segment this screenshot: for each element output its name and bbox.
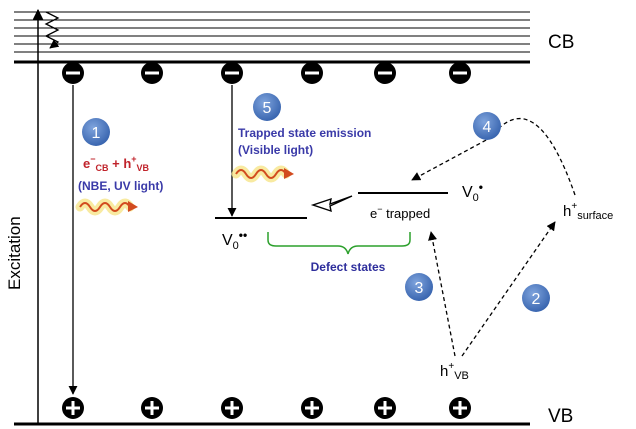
plus-circle-icon <box>301 397 323 419</box>
dashed-arrow-vb-to-trap <box>428 231 456 357</box>
h-vb-label: h+VB <box>440 361 469 382</box>
trapped-emission-line2: (Visible light) <box>238 143 313 157</box>
minus-circle-icon <box>449 62 471 84</box>
hollow-transfer-arrow <box>310 195 353 213</box>
plus-circle-icon <box>62 397 84 419</box>
conduction-band-lines <box>14 11 530 64</box>
step-badge-3: 3 <box>405 273 433 301</box>
svg-text:2: 2 <box>532 291 541 308</box>
vb-label: VB <box>548 406 573 427</box>
e-trapped-label: e− trapped <box>370 204 430 221</box>
excitation-label: Excitation <box>5 216 24 290</box>
minus-circle-icon <box>221 62 243 84</box>
plus-circle-icon <box>141 397 163 419</box>
vo-single-label: V0• <box>462 180 483 204</box>
step-badge-1: 1 <box>82 118 110 146</box>
step-badge-5: 5 <box>253 93 281 121</box>
trapped-emission-line1: Trapped state emission <box>238 126 371 140</box>
svg-text:4: 4 <box>483 119 492 136</box>
minus-circle-icon <box>301 62 323 84</box>
plus-circle-icon <box>221 397 243 419</box>
svg-text:5: 5 <box>263 100 272 117</box>
holes-row <box>62 397 471 419</box>
step-badge-2: 2 <box>522 284 550 312</box>
thermalization-zigzag-arrow <box>44 11 60 49</box>
nbe-formula: e−CB + h+VB <box>83 154 150 173</box>
step-badge-4: 4 <box>473 112 501 140</box>
vo-double-label: V0•• <box>222 228 247 252</box>
svg-text:3: 3 <box>415 280 424 297</box>
nbe-caption: (NBE, UV light) <box>78 179 163 193</box>
wavy-photon-icon <box>75 198 138 216</box>
minus-circle-icon <box>62 62 84 84</box>
electrons-row <box>62 62 471 84</box>
wavy-photon-icon <box>231 165 294 183</box>
dashed-arrow-vb-to-surface <box>461 221 556 357</box>
plus-circle-icon <box>449 397 471 419</box>
h-surface-label: h+surface <box>563 201 613 222</box>
defect-states-brace <box>267 232 411 255</box>
plus-circle-icon <box>374 397 396 419</box>
defect-states-label: Defect states <box>311 260 386 274</box>
svg-text:1: 1 <box>92 125 101 142</box>
cb-label: CB <box>548 32 574 53</box>
minus-circle-icon <box>141 62 163 84</box>
minus-circle-icon <box>374 62 396 84</box>
